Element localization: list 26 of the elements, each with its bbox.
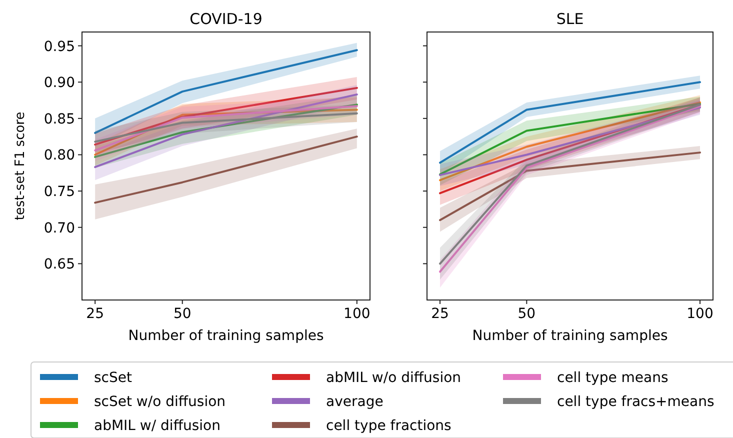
y-tick-label: 0.65 — [44, 256, 75, 273]
chart-title: SLE — [556, 10, 584, 28]
legend-label: cell type means — [557, 370, 668, 386]
x-tick-label: 100 — [686, 306, 714, 322]
y-tick-label: 0.75 — [44, 184, 75, 200]
x-tick-label: 25 — [86, 306, 104, 322]
legend-label: scSet — [94, 370, 132, 386]
y-tick-label: 0.80 — [44, 148, 75, 164]
x-axis-title: Number of training samples — [472, 328, 668, 344]
x-axis-title: Number of training samples — [128, 328, 324, 344]
y-tick-label: 0.90 — [44, 75, 75, 92]
legend-label: average — [326, 394, 384, 410]
legend-label: abMIL w/o diffusion — [326, 370, 462, 386]
legend-label: abMIL w/ diffusion — [94, 418, 220, 434]
y-tick-label: 0.70 — [44, 220, 75, 236]
x-tick-label: 50 — [518, 306, 536, 322]
y-tick-label: 0.95 — [44, 38, 75, 55]
x-tick-label: 100 — [344, 306, 370, 322]
legend-label: cell type fractions — [326, 418, 452, 434]
legend-label: scSet w/o diffusion — [94, 394, 226, 410]
chart-title: COVID-19 — [190, 10, 262, 28]
x-tick-label: 50 — [173, 306, 192, 322]
y-axis-title: test-set F1 score — [13, 112, 28, 220]
legend-label: cell type fracs+means — [557, 394, 714, 410]
x-tick-label: 25 — [431, 306, 449, 322]
y-tick-label: 0.85 — [44, 111, 75, 128]
